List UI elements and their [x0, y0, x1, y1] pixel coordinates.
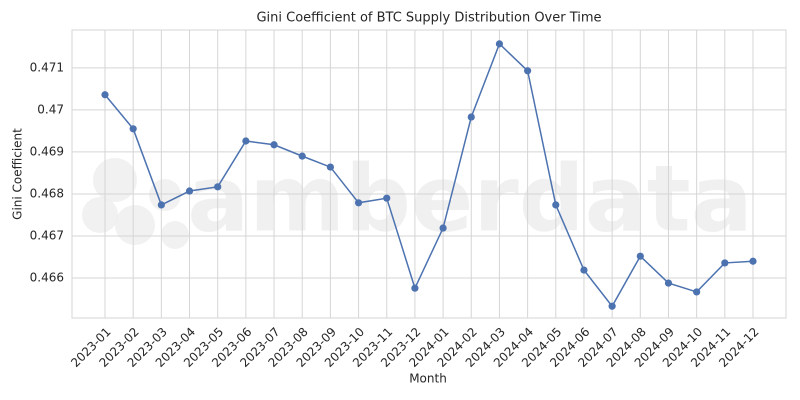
y-tick-label: 0.468: [30, 186, 64, 200]
watermark-logo: [93, 158, 137, 202]
data-point: [383, 194, 391, 202]
x-axis-label: Month: [409, 372, 447, 386]
data-point: [749, 257, 757, 265]
data-point: [185, 187, 194, 195]
data-point: [664, 279, 673, 287]
data-point: [693, 288, 701, 296]
data-point: [552, 201, 560, 209]
data-point: [608, 302, 616, 310]
y-tick-label: 0.469: [30, 144, 64, 158]
data-point: [326, 163, 334, 171]
data-point: [101, 91, 109, 99]
watermark: amberdata: [187, 145, 753, 252]
data-point: [439, 224, 447, 232]
data-point: [354, 199, 363, 207]
watermark-logo: [149, 179, 181, 211]
watermark-logo: [161, 221, 189, 249]
data-point: [636, 252, 644, 260]
chart-title: Gini Coefficient of BTC Supply Distribut…: [256, 11, 601, 26]
watermark-logo: [82, 197, 118, 233]
data-point: [129, 125, 137, 133]
data-point: [580, 266, 588, 274]
y-tick-label: 0.47: [37, 102, 64, 116]
data-point: [721, 259, 729, 267]
data-point: [298, 152, 306, 160]
y-tick-label: 0.467: [30, 229, 64, 243]
series-line: [104, 42, 754, 308]
data-point: [214, 183, 222, 191]
data-point: [270, 141, 278, 149]
data-point: [242, 137, 250, 145]
data-point: [524, 67, 532, 75]
data-point: [495, 40, 504, 48]
y-tick-label: 0.466: [30, 271, 64, 285]
y-tick-label: 0.471: [30, 60, 64, 74]
plot-frame: [71, 29, 787, 319]
y-axis-label: Gini Coefficient: [11, 128, 25, 220]
data-point: [467, 113, 475, 121]
data-point: [411, 284, 419, 292]
watermark-logo: [115, 205, 155, 245]
data-point: [157, 201, 165, 209]
